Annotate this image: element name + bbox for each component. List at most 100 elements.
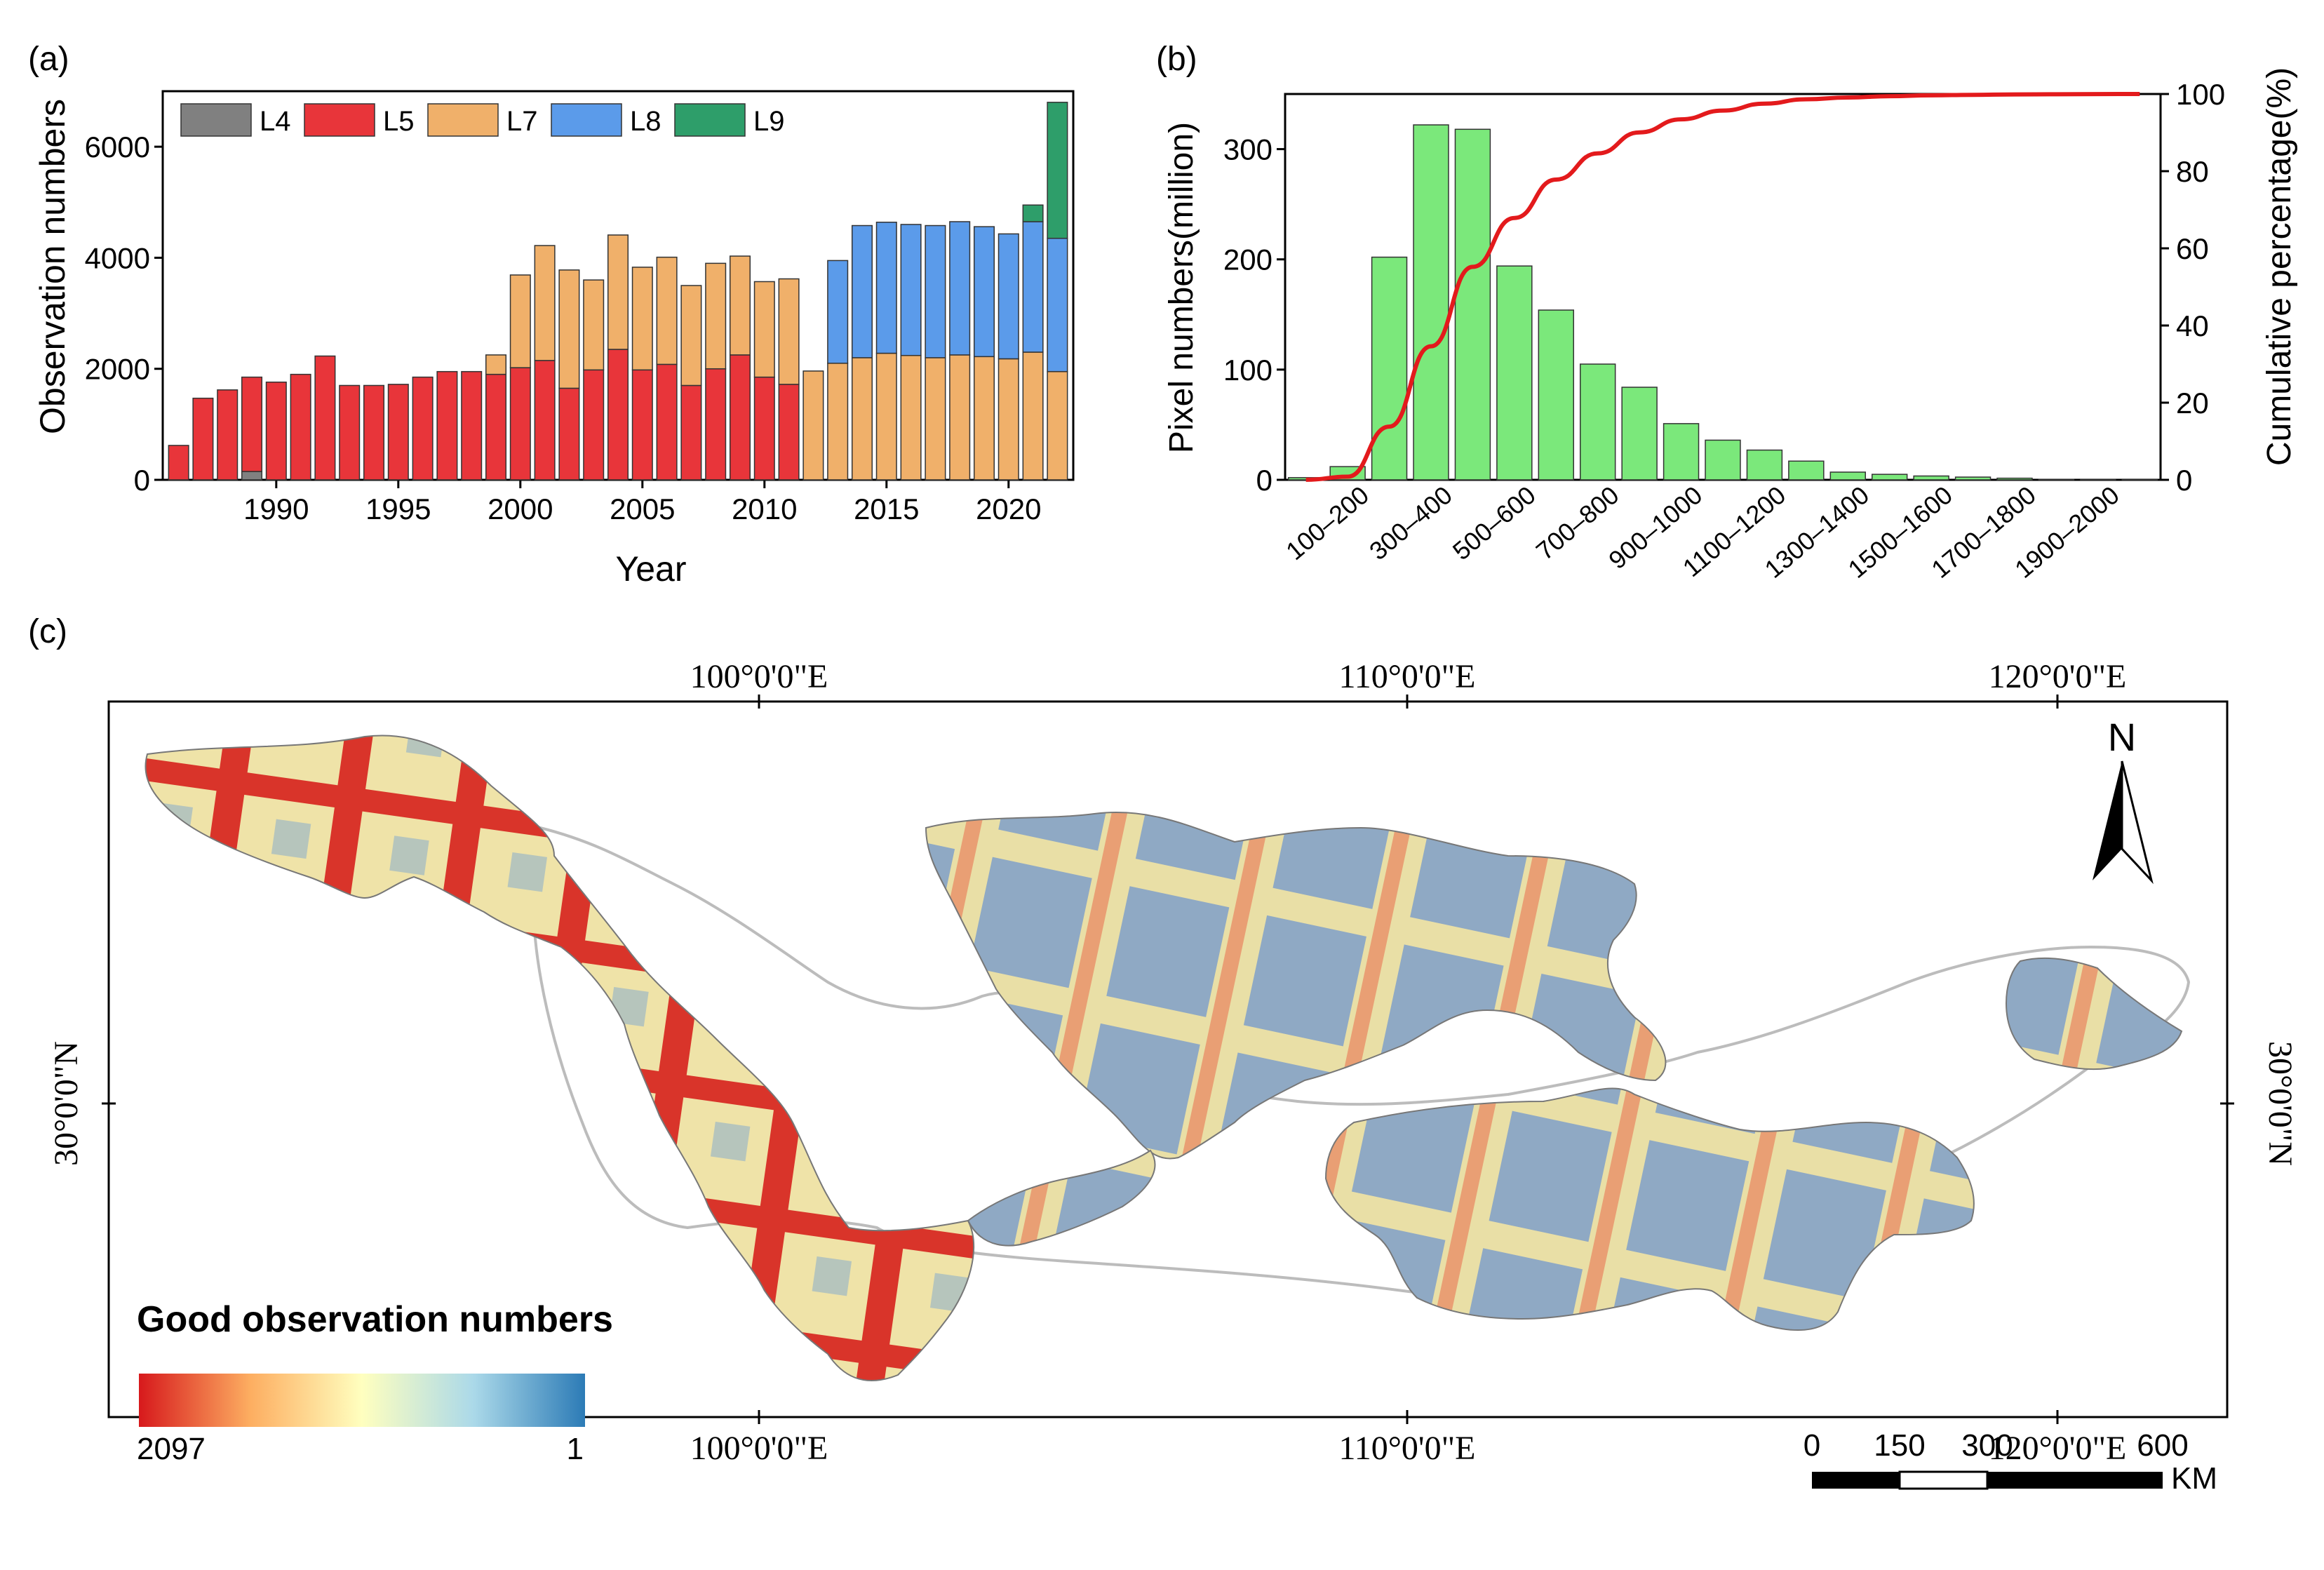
panel-a-bar-L5-1988 xyxy=(217,389,239,481)
panel-a-bar-L5-2004 xyxy=(607,349,629,481)
panel-a-bar-L8-2022 xyxy=(1047,237,1068,373)
region-corridor xyxy=(967,1149,1156,1247)
scale-label-600: 600 xyxy=(2137,1428,2188,1463)
region-south-central xyxy=(1324,1087,1975,1331)
panel-a-bar-L5-2007 xyxy=(680,384,702,481)
panel-b-histogram-chart: (b) 0 100 200 300 0 20 40 60 80 100 100–200300–400… xyxy=(1156,41,2298,584)
panel-a-xlabel: Year xyxy=(615,549,686,589)
panel-a-axes: 0 2000 4000 6000 1990 1995 2000 2005 2010 2015 202… xyxy=(85,90,1075,525)
panel-a-legend-label-L4: L4 xyxy=(260,106,291,137)
panel-a-bar-L7-2012 xyxy=(802,370,824,481)
panel-b-bar-1500-1600 xyxy=(1913,475,1949,481)
panel-a-bar-L7-2003 xyxy=(583,279,605,371)
panel-b-y2tick-label: 40 xyxy=(2176,309,2209,342)
panel-b-y2tick-label: 60 xyxy=(2176,232,2209,265)
lat-label-left: 30°0'0"N xyxy=(48,1041,85,1166)
lon-label-top-110: 110°0'0"E xyxy=(1339,658,1476,695)
panel-a-bar-L5-2002 xyxy=(558,387,580,481)
panel-a-stacked-bar-chart: (a) 0 2000 4000 6000 1990 1995 2000 2005 2010 201… xyxy=(28,41,1075,589)
panel-a-label: (a) xyxy=(28,41,69,78)
panel-b-y2tick-label: 20 xyxy=(2176,387,2209,420)
panel-a-bar-L5-1989 xyxy=(241,376,263,472)
panel-b-xtick-label: 500–600 xyxy=(1447,481,1541,565)
panel-a-ylabel: Observation numbers xyxy=(33,99,72,434)
panel-a-bar-L7-1999 xyxy=(485,354,507,375)
panel-b-bar-1700-1800 xyxy=(1996,477,2033,481)
panel-b-bar-1300-1400 xyxy=(1829,471,1866,481)
panel-b-ytick-label: 300 xyxy=(1223,133,1272,166)
panel-a-bar-L5-1998 xyxy=(461,370,483,481)
panel-b-bar-1000-1100 xyxy=(1705,439,1741,481)
panel-b-bar-200-300 xyxy=(1371,256,1408,481)
north-arrow: N xyxy=(2093,715,2154,885)
panel-a-bar-L5-1990 xyxy=(265,381,287,481)
panel-b-y2tick-label: 0 xyxy=(2176,464,2192,497)
panel-a-bar-L7-2018 xyxy=(949,354,971,481)
panel-a-bar-L7-2009 xyxy=(729,255,751,356)
panel-a-bar-L5-1993 xyxy=(339,384,361,481)
panel-a-bar-L7-2002 xyxy=(558,269,580,389)
panel-a-bar-L4-1989 xyxy=(241,471,263,481)
panel-a-xtick-label: 1995 xyxy=(365,492,431,525)
panel-a-bar-L8-2015 xyxy=(875,222,897,354)
lon-label-top-120: 120°0'0"E xyxy=(1989,658,2127,695)
panel-c-map: (c) 100°0'0"E 110°0'0"E 120°0'0"E 100°0'… xyxy=(28,617,2299,1496)
panel-a-bar-L5-1997 xyxy=(436,370,458,481)
panel-a-bars xyxy=(168,102,1068,481)
panel-a-bar-L9-2022 xyxy=(1047,102,1068,239)
panel-a-bar-L8-2017 xyxy=(925,224,946,358)
colorbar xyxy=(139,1374,585,1427)
panel-a-legend-swatch-L9 xyxy=(674,103,746,137)
panel-b-ytick-label: 200 xyxy=(1223,243,1272,276)
panel-a-bar-L5-2008 xyxy=(705,368,727,481)
panel-b-label: (b) xyxy=(1156,41,1197,78)
panel-a-bar-L7-2005 xyxy=(631,267,653,371)
north-arrow-label: N xyxy=(2108,715,2136,759)
panel-a-ytick-label: 0 xyxy=(134,464,150,497)
panel-a-bar-L7-2007 xyxy=(680,285,702,387)
panel-b-bar-700-800 xyxy=(1580,363,1616,481)
panel-a-bar-L5-1992 xyxy=(314,355,336,481)
map-frame xyxy=(107,700,2229,1418)
panel-b-bar-600-700 xyxy=(1538,309,1574,481)
panel-a-bar-L5-2010 xyxy=(753,376,775,481)
lon-label-bottom-110: 110°0'0"E xyxy=(1339,1430,1476,1467)
panel-b-bar-1400-1500 xyxy=(1872,474,1908,481)
panel-a-xtick-label: 1990 xyxy=(243,492,309,525)
panel-a-bar-L7-2022 xyxy=(1047,370,1068,481)
scale-label-150: 150 xyxy=(1874,1428,1925,1463)
panel-a-legend-swatch-L7 xyxy=(427,103,499,137)
panel-a-legend-label-L5: L5 xyxy=(383,106,415,137)
panel-a-legend-swatch-L5 xyxy=(304,103,375,137)
lat-label-right: 30°0'0"N xyxy=(2262,1041,2299,1166)
north-arrow-icon xyxy=(2093,761,2122,880)
panel-a-bar-L5-2006 xyxy=(656,363,678,481)
panel-a-bar-L8-2021 xyxy=(1022,221,1044,353)
panel-a-bar-L7-2015 xyxy=(875,352,897,481)
panel-a-bar-L7-2016 xyxy=(900,354,922,481)
region-west xyxy=(145,734,974,1381)
panel-a-xtick-label: 2010 xyxy=(732,492,797,525)
panel-a-bar-L7-2019 xyxy=(973,356,995,481)
panel-b-bar-300-400 xyxy=(1413,124,1449,481)
panel-b-bars xyxy=(1288,124,2158,481)
panel-a-bar-L5-2011 xyxy=(778,384,800,481)
panel-a-legend-swatch-L4 xyxy=(180,103,252,137)
lon-label-top-100: 100°0'0"E xyxy=(690,658,828,695)
panel-a-xtick-label: 2015 xyxy=(854,492,919,525)
region-north-central xyxy=(925,812,1667,1160)
panel-a-bar-L8-2019 xyxy=(973,226,995,358)
panel-b-xtick-label: 100–200 xyxy=(1280,481,1374,565)
panel-a-legend: L4 L5 L7 L8 L9 xyxy=(180,103,785,137)
scale-unit: KM xyxy=(2171,1461,2217,1496)
panel-b-y2label: Cumulative percentage(%) xyxy=(2261,67,2298,466)
panel-b-bar-1800-1900 xyxy=(2038,478,2075,481)
panel-a-bar-L7-2010 xyxy=(753,281,775,378)
panel-a-bar-L8-2016 xyxy=(900,224,922,356)
panel-a-bar-L7-2017 xyxy=(925,357,946,481)
panel-a-bar-L8-2018 xyxy=(949,221,971,356)
panel-b-bar-400-500 xyxy=(1454,128,1491,481)
panel-a-bar-L9-2021 xyxy=(1022,204,1044,222)
legend-title: Good observation numbers xyxy=(137,1299,613,1340)
panel-b-bar-900-1000 xyxy=(1663,423,1700,481)
